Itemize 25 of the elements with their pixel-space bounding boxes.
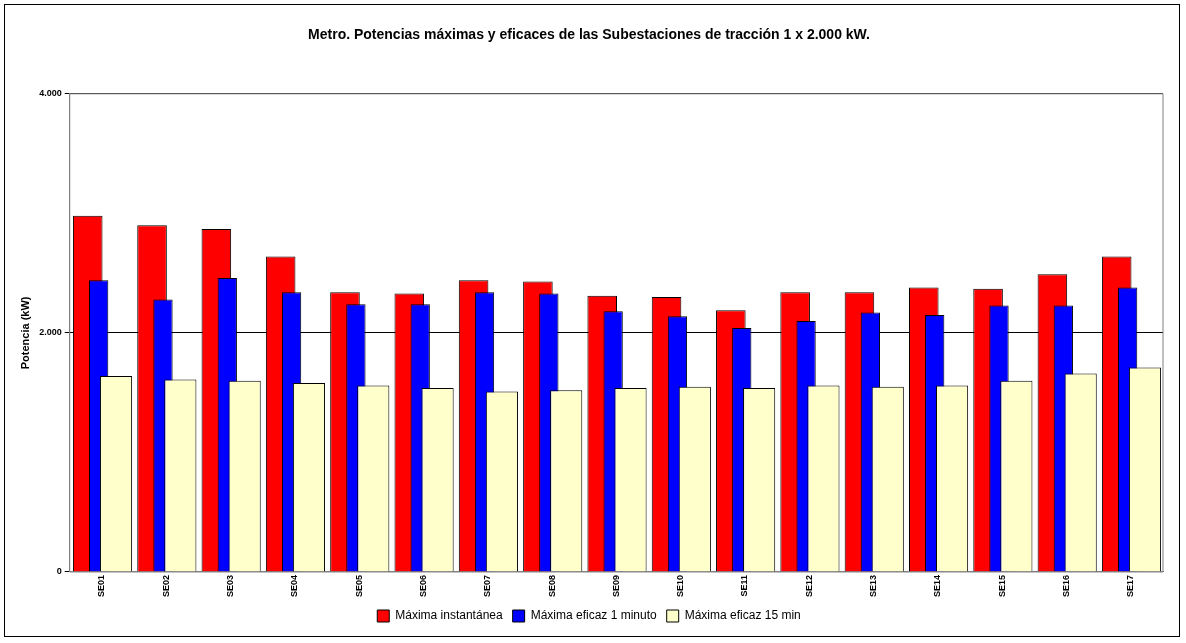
x-tick-label: SE07 xyxy=(482,574,493,598)
x-tick-label: SE08 xyxy=(546,574,557,598)
x-tick-label: SE16 xyxy=(1061,574,1072,598)
x-tick-label: SE17 xyxy=(1125,574,1136,598)
x-tick-label: SE10 xyxy=(675,574,686,598)
y-axis-title: Potencia (kW) xyxy=(18,296,31,370)
x-tick-label: SE11 xyxy=(739,574,750,597)
x-tick-label: SE13 xyxy=(868,574,879,598)
x-tick-label: SE04 xyxy=(289,574,300,598)
x-tick-label: SE14 xyxy=(932,574,943,598)
legend-label: Máxima instantánea xyxy=(395,608,503,623)
x-tick-label: SE05 xyxy=(353,574,364,598)
x-tick-label: SE02 xyxy=(160,574,171,598)
x-tick-label: SE09 xyxy=(610,574,621,598)
y-tick-label: 4.000 xyxy=(39,88,62,99)
y-tick-label: 2.000 xyxy=(39,327,62,338)
x-tick-label: SE03 xyxy=(224,574,235,598)
x-tick-label: SE12 xyxy=(803,574,814,598)
x-tick-label: SE01 xyxy=(96,574,107,598)
x-tick-label: SE06 xyxy=(417,574,428,598)
legend-label: Máxima eficaz 1 minuto xyxy=(530,608,658,623)
x-tick-label: SE15 xyxy=(996,574,1007,598)
y-tick-label: 0 xyxy=(56,566,62,577)
chart-title: Metro. Potencias máximas y eficaces de las Subestaciones de tracción 1 x 2.000 kW. xyxy=(308,26,870,43)
legend-label: Máxima eficaz 15 min xyxy=(684,608,801,623)
